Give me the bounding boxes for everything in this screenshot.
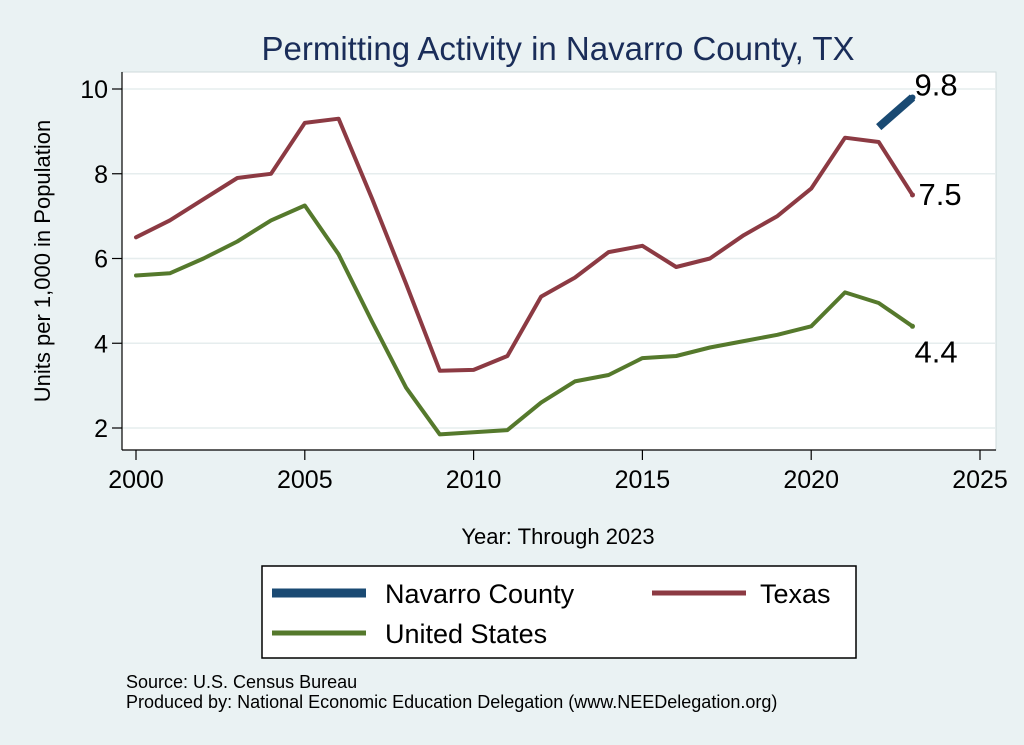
x-tick-label: 2015 xyxy=(615,466,671,494)
x-tick-label: 2005 xyxy=(277,466,333,494)
x-tick-label: 2025 xyxy=(952,466,1008,494)
y-tick-label: 4 xyxy=(94,330,108,358)
series-line-texas xyxy=(134,116,915,373)
series-lines xyxy=(134,94,916,437)
y-tick-label: 6 xyxy=(94,246,108,274)
y-tick-label: 2 xyxy=(94,415,108,443)
source-note: Source: U.S. Census Bureau xyxy=(126,672,357,692)
axes: 2 4 6 8 10 2000 2005 2010 2015 2020 2025 xyxy=(80,72,1008,494)
y-axis-title: Units per 1,000 in Population xyxy=(30,120,55,403)
endpoint-united-states xyxy=(909,323,915,329)
legend-box xyxy=(261,565,857,659)
legend-label-united-states: United States xyxy=(385,619,547,649)
x-tick-label: 2010 xyxy=(446,466,502,494)
end-label-navarro-county: 9.8 xyxy=(914,67,957,102)
series-line-united-states xyxy=(134,203,915,437)
legend-label-texas: Texas xyxy=(760,579,831,609)
plot-area xyxy=(121,71,997,451)
series-line-navarro-county xyxy=(876,94,916,131)
end-label-united-states: 4.4 xyxy=(914,334,957,369)
x-tick-label: 2000 xyxy=(108,466,164,494)
gridlines xyxy=(122,88,996,429)
endpoint-texas xyxy=(909,192,915,198)
legend-label-navarro-county: Navarro County xyxy=(385,579,575,609)
end-labels: 9.8 7.5 4.4 xyxy=(914,67,961,369)
legend: Navarro County Texas United States xyxy=(261,565,857,659)
y-tick-label: 10 xyxy=(80,76,108,104)
producer-note: Produced by: National Economic Education… xyxy=(126,692,777,712)
x-axis-title: Year: Through 2023 xyxy=(461,524,654,549)
end-label-texas: 7.5 xyxy=(918,177,961,212)
x-tick-label: 2020 xyxy=(783,466,839,494)
y-tick-label: 8 xyxy=(94,161,108,189)
endpoint-navarro-county xyxy=(909,94,916,101)
chart-title: Permitting Activity in Navarro County, T… xyxy=(262,30,855,67)
